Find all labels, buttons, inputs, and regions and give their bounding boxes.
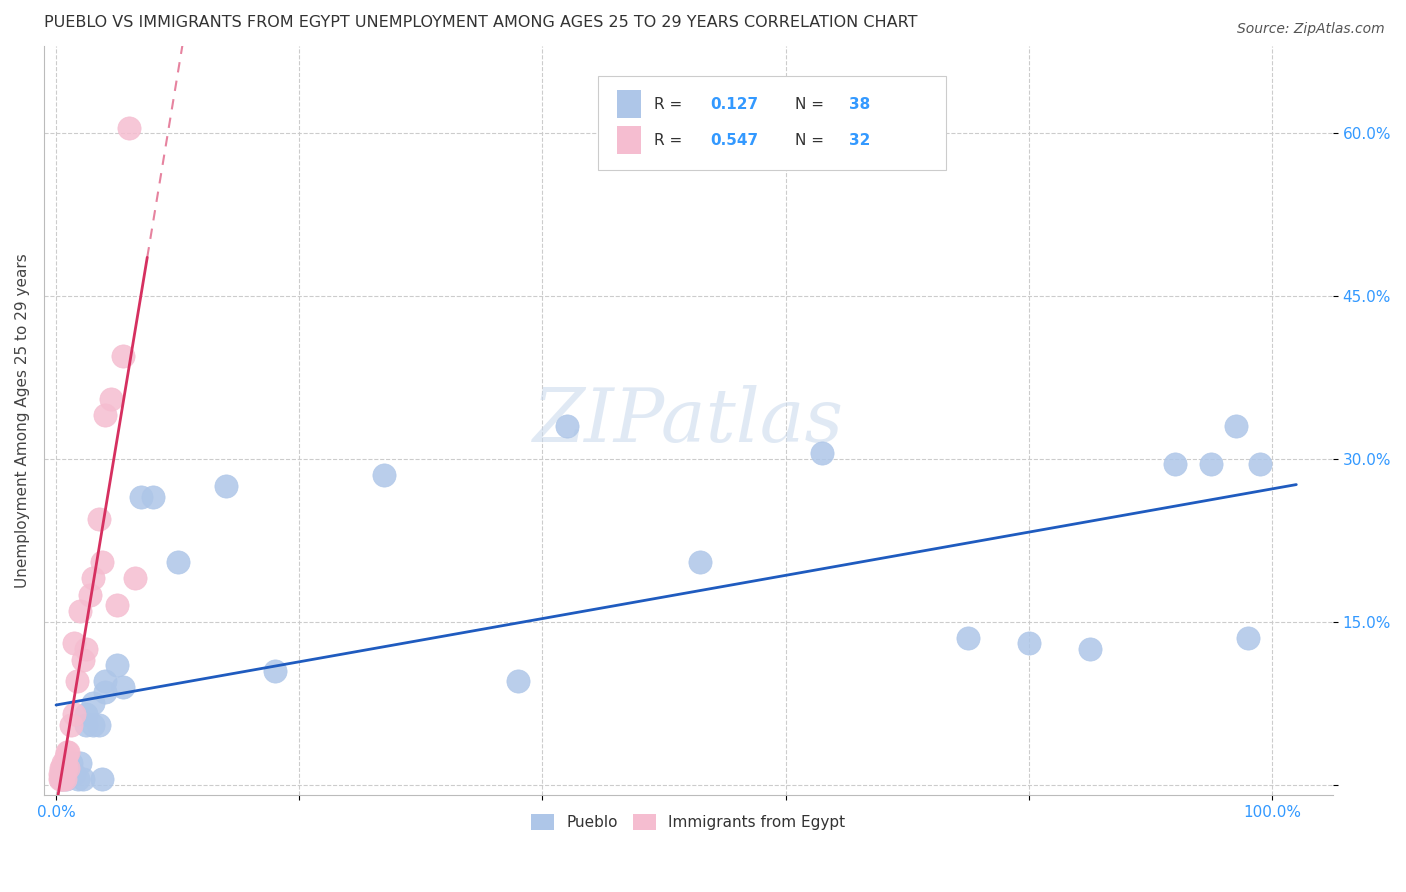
Point [75, 718, 97, 732]
Y-axis label: Unemployment Among Ages 25 to 29 years: Unemployment Among Ages 25 to 29 years [15, 253, 30, 589]
Point [48, 766, 70, 780]
Point [264, 664, 287, 678]
Point [105, 658, 128, 673]
Point [52, 772, 75, 786]
Point [1249, 458, 1271, 472]
Point [66, 772, 89, 786]
Point [63, 766, 86, 780]
Point [1236, 631, 1258, 645]
Point [72, 772, 94, 786]
Point [506, 674, 529, 689]
Point [373, 468, 395, 483]
Point [51, 766, 73, 780]
Text: 38: 38 [849, 96, 870, 112]
Point [82, 696, 104, 710]
Point [75, 706, 97, 721]
Point [956, 631, 979, 645]
Point [58, 761, 80, 775]
Point [49, 761, 72, 775]
Point [1078, 641, 1101, 656]
Point [53, 756, 76, 770]
Text: 32: 32 [849, 133, 870, 147]
FancyBboxPatch shape [617, 126, 641, 154]
Text: N =: N = [796, 96, 830, 112]
Point [87, 511, 110, 525]
Point [93, 685, 115, 699]
Point [75, 641, 97, 656]
Point [1199, 458, 1222, 472]
Point [93, 674, 115, 689]
Point [215, 479, 238, 493]
Point [166, 555, 188, 569]
Point [58, 745, 80, 759]
Point [48, 772, 70, 786]
Point [63, 706, 86, 721]
Point [49, 772, 72, 786]
Point [129, 490, 152, 504]
Point [124, 571, 146, 585]
Point [555, 419, 578, 434]
FancyBboxPatch shape [598, 77, 946, 170]
Point [55, 761, 77, 775]
Point [82, 718, 104, 732]
Point [69, 756, 91, 770]
Point [58, 761, 80, 775]
Point [55, 750, 77, 764]
Text: R =: R = [654, 133, 686, 147]
Point [51, 772, 73, 786]
Point [55, 772, 77, 786]
Point [82, 571, 104, 585]
Point [79, 588, 101, 602]
Point [100, 392, 122, 407]
Point [59, 756, 82, 770]
Point [111, 680, 134, 694]
Point [689, 555, 711, 569]
Point [53, 772, 76, 786]
Point [69, 604, 91, 618]
Point [811, 446, 834, 460]
Point [72, 653, 94, 667]
Text: PUEBLO VS IMMIGRANTS FROM EGYPT UNEMPLOYMENT AMONG AGES 25 TO 29 YEARS CORRELATI: PUEBLO VS IMMIGRANTS FROM EGYPT UNEMPLOY… [44, 15, 917, 30]
Point [56, 745, 79, 759]
Text: 0.547: 0.547 [710, 133, 758, 147]
Point [105, 599, 128, 613]
Point [51, 766, 73, 780]
Point [91, 772, 114, 786]
Point [91, 555, 114, 569]
Point [55, 761, 77, 775]
Text: Source: ZipAtlas.com: Source: ZipAtlas.com [1237, 22, 1385, 37]
Text: N =: N = [796, 133, 830, 147]
Point [59, 718, 82, 732]
FancyBboxPatch shape [617, 90, 641, 119]
Point [118, 120, 141, 135]
Point [87, 718, 110, 732]
Point [52, 756, 75, 770]
Point [111, 349, 134, 363]
Text: 0.127: 0.127 [710, 96, 758, 112]
Point [1018, 636, 1040, 650]
Point [66, 674, 89, 689]
Point [63, 636, 86, 650]
Point [1163, 458, 1185, 472]
Point [51, 761, 73, 775]
Legend: Pueblo, Immigrants from Egypt: Pueblo, Immigrants from Egypt [524, 808, 852, 837]
Point [142, 490, 165, 504]
Point [93, 409, 115, 423]
Point [1225, 419, 1247, 434]
Text: R =: R = [654, 96, 686, 112]
Text: ZIPatlas: ZIPatlas [533, 384, 844, 458]
